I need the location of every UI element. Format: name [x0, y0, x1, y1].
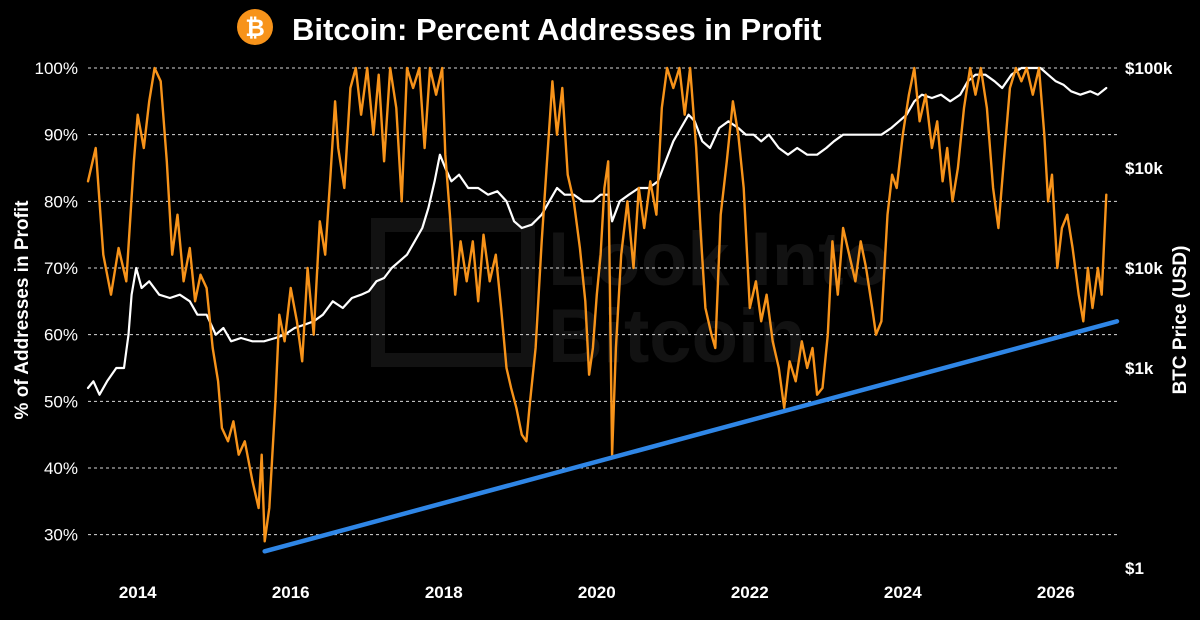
- x-tick-2024: 2024: [884, 583, 922, 602]
- x-tick-2022: 2022: [731, 583, 769, 602]
- y-left-tick-60: 60%: [44, 326, 78, 345]
- chart-title: Bitcoin: Percent Addresses in Profit: [292, 12, 821, 47]
- y-left-tick-90: 90%: [44, 126, 78, 145]
- x-tick-2026: 2026: [1037, 583, 1075, 602]
- y-left-tick-100: 100%: [35, 59, 78, 78]
- series: [86, 66, 1120, 554]
- y-right-tick-3: $1k: [1125, 359, 1154, 378]
- y-right-tick-4: $1: [1125, 559, 1144, 578]
- title-row: ₿ Bitcoin: Percent Addresses in Profit: [237, 9, 821, 47]
- y-right-tick-2: $10k: [1125, 259, 1163, 278]
- y-left-axis-title: % of Addresses in Profit: [12, 200, 33, 420]
- trend-line: [262, 319, 1120, 554]
- price-line: [86, 66, 1108, 396]
- x-tick-2016: 2016: [272, 583, 310, 602]
- y-right-axis-title: BTC Price (USD): [1170, 246, 1191, 395]
- y-left-tick-30: 30%: [44, 526, 78, 545]
- svg-text:₿: ₿: [245, 15, 265, 42]
- profit-line: [86, 66, 1108, 543]
- axes: 30% 40% 50% 60% 70% 80% 90% 100% $100k $10k $10k $1…: [35, 59, 1173, 602]
- y-right-tick-1: $10k: [1125, 159, 1163, 178]
- x-tick-2014: 2014: [119, 583, 157, 602]
- y-right-tick-0: $100k: [1125, 59, 1173, 78]
- x-tick-2018: 2018: [425, 583, 463, 602]
- bitcoin-icon: ₿: [237, 9, 273, 45]
- y-left-tick-70: 70%: [44, 259, 78, 278]
- y-left-tick-80: 80%: [44, 192, 78, 211]
- y-left-tick-40: 40%: [44, 459, 78, 478]
- x-tick-2020: 2020: [578, 583, 616, 602]
- watermark-logo: [371, 218, 535, 367]
- y-left-tick-50: 50%: [44, 392, 78, 411]
